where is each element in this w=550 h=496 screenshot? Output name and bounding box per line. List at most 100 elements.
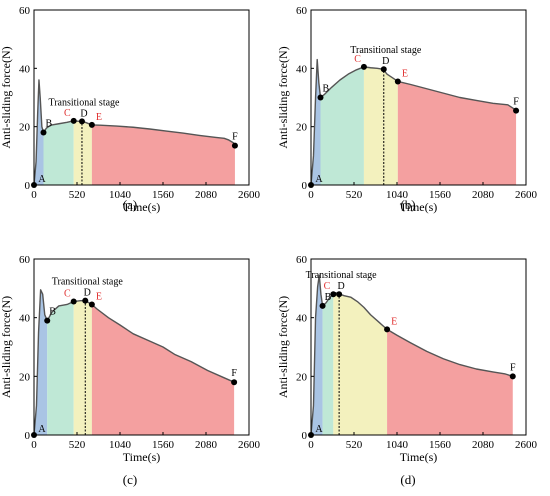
y-axis-title: Anti-sliding force(N) bbox=[276, 46, 290, 148]
x-axis-title: Time(s) bbox=[400, 200, 438, 214]
x-tick-label: 520 bbox=[69, 439, 86, 451]
y-tick-label: 40 bbox=[19, 63, 31, 75]
x-axis-title: Time(s) bbox=[123, 450, 161, 464]
y-tick-label: 40 bbox=[19, 313, 31, 325]
region-yellow bbox=[333, 292, 388, 435]
key-point-e bbox=[394, 78, 401, 85]
x-tick-label: 1040 bbox=[109, 189, 132, 201]
x-tick-label: 2600 bbox=[238, 189, 261, 201]
point-label-f: F bbox=[232, 132, 238, 143]
point-label-b: B bbox=[323, 84, 330, 95]
y-tick-label: 0 bbox=[25, 180, 31, 192]
key-point-d bbox=[82, 297, 89, 304]
point-label-c: C bbox=[354, 54, 361, 65]
region-blue bbox=[311, 59, 321, 185]
x-tick-label: 0 bbox=[31, 439, 37, 451]
point-label-c: C bbox=[64, 289, 71, 300]
y-axis-title: Anti-sliding force(N) bbox=[0, 46, 13, 148]
chart-panel-c: 0 520 1040 1560 2080 2600 0 20 40 60 Time(s) Anti-s… bbox=[0, 254, 261, 487]
transitional-stage-annotation: Transitional stage bbox=[306, 270, 378, 281]
point-label-c: C bbox=[324, 281, 331, 292]
x-tick-label: 0 bbox=[308, 439, 314, 451]
y-tick-label: 0 bbox=[302, 180, 308, 192]
point-label-d: D bbox=[337, 281, 344, 292]
key-point-e bbox=[88, 301, 95, 308]
x-axis-title: Time(s) bbox=[400, 450, 438, 464]
y-tick-label: 40 bbox=[296, 63, 308, 75]
y-tick-label: 20 bbox=[19, 371, 31, 383]
point-label-b: B bbox=[46, 119, 53, 130]
region-yellow bbox=[73, 120, 92, 185]
y-tick-label: 40 bbox=[296, 313, 308, 325]
region-red bbox=[91, 124, 235, 185]
y-tick-label: 60 bbox=[296, 254, 308, 266]
x-tick-label: 1040 bbox=[109, 439, 132, 451]
force-curve-line bbox=[33, 79, 236, 186]
x-tick-label: 1560 bbox=[429, 439, 452, 451]
x-tick-label: 2080 bbox=[472, 439, 495, 451]
x-tick-label: 2080 bbox=[195, 439, 218, 451]
x-tick-label: 1040 bbox=[386, 439, 409, 451]
force-curve-line bbox=[310, 58, 517, 186]
region-yellow bbox=[73, 300, 92, 435]
key-point-e bbox=[384, 326, 391, 333]
plot-frame bbox=[310, 9, 527, 186]
point-label-a: A bbox=[38, 174, 46, 185]
y-axis-title: Anti-sliding force(N) bbox=[0, 296, 13, 398]
panel-label: (d) bbox=[400, 472, 415, 487]
key-point-b bbox=[319, 302, 326, 309]
key-point-f bbox=[509, 373, 516, 380]
region-red bbox=[91, 304, 235, 435]
key-point-a bbox=[31, 182, 37, 188]
x-tick-label: 2600 bbox=[515, 439, 538, 451]
region-green bbox=[47, 301, 74, 435]
transitional-stage-annotation: Transitional stage bbox=[48, 97, 120, 108]
region-green bbox=[320, 66, 364, 185]
panel-label: (c) bbox=[123, 472, 137, 487]
region-red bbox=[397, 81, 517, 185]
y-tick-label: 0 bbox=[25, 430, 31, 442]
point-label-e: E bbox=[96, 291, 102, 302]
point-label-f: F bbox=[513, 97, 519, 108]
x-tick-label: 2600 bbox=[238, 439, 261, 451]
point-label-d: D bbox=[84, 288, 91, 299]
key-point-a bbox=[308, 182, 314, 188]
key-point-f bbox=[231, 142, 238, 149]
point-label-b: B bbox=[49, 307, 56, 318]
x-tick-label: 520 bbox=[346, 439, 363, 451]
key-point-d bbox=[78, 118, 85, 125]
x-axis-title: Time(s) bbox=[123, 200, 161, 214]
x-tick-label: 1040 bbox=[386, 189, 409, 201]
force-curve-line bbox=[310, 274, 513, 436]
key-point-b bbox=[317, 94, 324, 101]
x-tick-label: 520 bbox=[69, 189, 86, 201]
transitional-stage-annotation: Transitional stage bbox=[350, 45, 422, 56]
point-label-a: A bbox=[315, 424, 323, 435]
point-label-d: D bbox=[382, 56, 389, 67]
point-label-d: D bbox=[80, 108, 87, 119]
key-point-c bbox=[360, 63, 367, 70]
key-point-a bbox=[31, 432, 37, 438]
y-tick-label: 60 bbox=[19, 5, 31, 17]
y-tick-label: 60 bbox=[296, 5, 308, 17]
x-tick-label: 1560 bbox=[429, 189, 452, 201]
chart-panel-b: 0 520 1040 1560 2080 2600 0 20 40 60 Time(s) Anti-s… bbox=[276, 5, 538, 214]
chart-panel-a: 0 520 1040 1560 2080 2600 0 20 40 60 Time(s) Anti-s… bbox=[0, 5, 261, 214]
panel-label: (b) bbox=[400, 197, 415, 212]
x-tick-label: 0 bbox=[308, 189, 314, 201]
plot-frame bbox=[33, 9, 250, 186]
key-point-f bbox=[231, 379, 238, 386]
transitional-stage-annotation: Transitional stage bbox=[52, 277, 124, 288]
point-label-e: E bbox=[96, 112, 102, 123]
x-tick-label: 2080 bbox=[195, 189, 218, 201]
x-tick-label: 520 bbox=[346, 189, 363, 201]
plot-frame bbox=[310, 258, 527, 436]
region-green bbox=[43, 120, 74, 185]
y-tick-label: 20 bbox=[296, 371, 308, 383]
x-tick-label: 0 bbox=[31, 189, 37, 201]
key-point-d bbox=[336, 291, 343, 298]
key-point-c bbox=[330, 291, 337, 298]
point-label-f: F bbox=[231, 368, 237, 379]
key-point-b bbox=[40, 129, 47, 136]
